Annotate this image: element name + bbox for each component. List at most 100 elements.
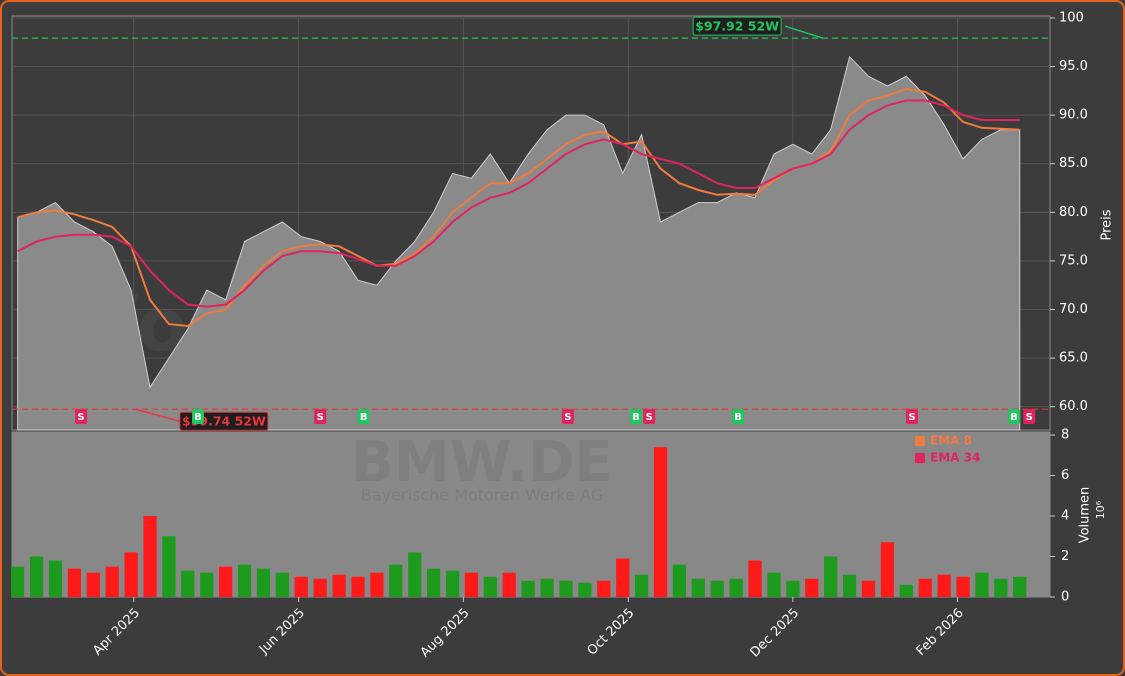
volume-bar (559, 580, 573, 597)
signal-label: S (908, 412, 915, 423)
volume-bar (937, 574, 951, 597)
volume-bar (48, 560, 63, 597)
volume-bar (861, 580, 876, 597)
volume-bar (956, 576, 970, 597)
volume-bar (975, 572, 989, 597)
volume-bar (200, 572, 214, 597)
volume-bar (653, 447, 668, 597)
volume-bar (540, 578, 554, 597)
volume-bar (67, 568, 82, 597)
volume-bar (994, 578, 1008, 597)
signal-label: S (317, 412, 324, 423)
signal-marker (192, 409, 205, 424)
volume-bar (710, 580, 724, 597)
volume-bar (389, 564, 403, 597)
volume-bar (237, 564, 252, 597)
volume-bar (672, 564, 687, 597)
volume-bar (616, 558, 630, 597)
volume-bar (634, 574, 649, 597)
volume-bar (105, 566, 119, 597)
volume-bar (748, 560, 762, 597)
y-axis-label: Volumen (1078, 487, 1093, 544)
signal-label: B (734, 412, 742, 423)
volume-bar (408, 552, 422, 597)
volume-bar (219, 566, 233, 597)
annotation-arrow (134, 408, 181, 422)
signal-label: B (1010, 412, 1018, 423)
volume-bar (351, 576, 365, 597)
y-tick-label: 60.0 (1059, 399, 1088, 414)
signal-marker (1023, 409, 1036, 424)
signal-label: S (77, 412, 84, 423)
volume-bar (427, 568, 441, 597)
annotation-arrow (784, 25, 824, 39)
volume-bar (143, 516, 157, 597)
volume-bar (256, 568, 271, 597)
signal-marker (1008, 409, 1021, 424)
signal-label: S (564, 412, 571, 423)
volume-bar (370, 572, 384, 597)
volume-bar (786, 580, 800, 597)
volume-bar (1013, 576, 1027, 597)
y-tick-label: 75.0 (1059, 253, 1088, 268)
volume-panel (11, 431, 1051, 598)
y-tick-label: 80.0 (1059, 205, 1088, 220)
price-area (17, 55, 1021, 431)
annotation-box (692, 16, 782, 36)
signal-marker (732, 409, 745, 424)
volume-bar (445, 570, 460, 597)
y-tick-label: 6 (1061, 468, 1069, 483)
legend-swatch (915, 453, 925, 463)
volume-bar (483, 576, 497, 597)
signal-label: B (194, 412, 202, 423)
volume-bar (313, 578, 327, 597)
volume-bar (86, 572, 100, 597)
annotation-label: $97.92 52W (695, 19, 779, 34)
volume-bar (691, 578, 705, 597)
y-axis-label: Preis (1100, 209, 1115, 240)
plot-layer: forexsignale.trade60.065.070.075.080.085… (11, 10, 1088, 661)
volume-bar (162, 536, 176, 597)
volume-bar (578, 582, 592, 597)
volume-bar (275, 572, 289, 597)
legend-label: EMA 34 (930, 451, 980, 465)
signal-label: B (632, 412, 640, 423)
signal-label: B (360, 412, 368, 423)
volume-bar (729, 578, 743, 597)
signal-marker (75, 409, 88, 424)
volume-bar (464, 572, 479, 597)
volume-bar (124, 552, 138, 597)
signal-marker (629, 409, 642, 424)
volume-bar (899, 584, 913, 597)
y-tick-label: 0 (1061, 590, 1069, 605)
signal-label: S (1026, 412, 1033, 423)
volume-bar (29, 556, 44, 597)
ema-line (17, 87, 1020, 328)
signal-marker (561, 409, 574, 424)
watermark: Bayerische Motoren Werke AG (361, 486, 603, 505)
volume-bar (294, 576, 308, 597)
volume-bar (181, 570, 195, 597)
y-tick-label: 8 (1061, 428, 1069, 443)
volume-bar (597, 580, 611, 597)
y-tick-label: 100 (1059, 10, 1084, 25)
signal-marker (314, 409, 327, 424)
signal-label: S (646, 412, 653, 423)
y-tick-label: 90.0 (1059, 108, 1088, 123)
volume-bar (880, 542, 895, 597)
y-tick-label: 2 (1061, 549, 1069, 564)
volume-bar (805, 578, 819, 597)
ema-line (17, 99, 1020, 308)
legend-label: EMA 8 (930, 434, 972, 448)
volume-bar (824, 556, 838, 597)
volume-bar (11, 566, 25, 597)
signal-marker (905, 409, 918, 424)
signal-marker (643, 409, 656, 424)
y-tick-label: 4 (1061, 509, 1069, 524)
watermark: BMW.DE (351, 430, 613, 495)
y-tick-label: 70.0 (1059, 302, 1088, 317)
volume-bar (332, 574, 346, 597)
volume-bar (767, 572, 781, 597)
signal-marker (357, 409, 370, 424)
